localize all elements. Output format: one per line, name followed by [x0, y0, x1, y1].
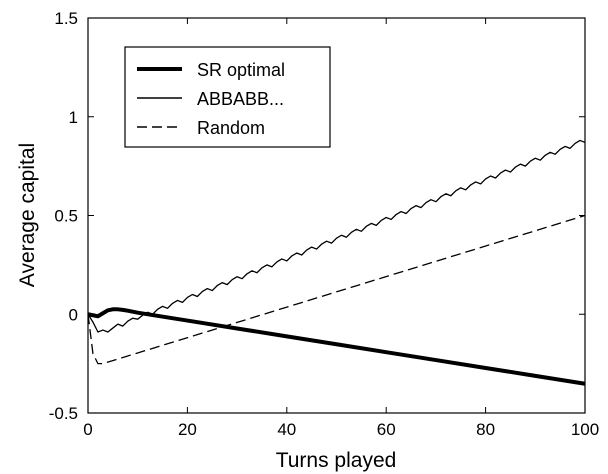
y-tick-label: 1 [69, 108, 78, 127]
legend-box [124, 46, 331, 148]
series-line-0 [87, 307, 586, 386]
y-axis-ticks: -0.5 0 0.5 1 1.5 [49, 9, 585, 423]
series-line-1 [87, 139, 586, 333]
x-tick-label: 20 [178, 420, 197, 439]
x-tick-label: 80 [476, 420, 495, 439]
y-tick-label: 0 [69, 305, 78, 324]
series-line-2 [87, 214, 586, 365]
series-layer [87, 139, 586, 386]
x-axis-ticks: 0 20 40 60 80 100 [83, 18, 599, 439]
legend-label-random: Random [197, 118, 265, 138]
x-tick-label: 100 [571, 420, 599, 439]
y-tick-label: -0.5 [49, 404, 78, 423]
x-tick-label: 40 [277, 420, 296, 439]
legend-label-abbabb: ABBABB... [197, 89, 284, 109]
x-tick-label: 0 [83, 420, 92, 439]
x-axis-title: Turns played [276, 449, 397, 472]
legend: SR optimal ABBABB... Random [124, 46, 331, 148]
x-tick-label: 60 [377, 420, 396, 439]
legend-label-sr-optimal: SR optimal [197, 60, 285, 80]
y-axis-title: Average capital [16, 143, 39, 287]
y-tick-label: 1.5 [54, 9, 78, 28]
y-tick-label: 0.5 [54, 207, 78, 226]
